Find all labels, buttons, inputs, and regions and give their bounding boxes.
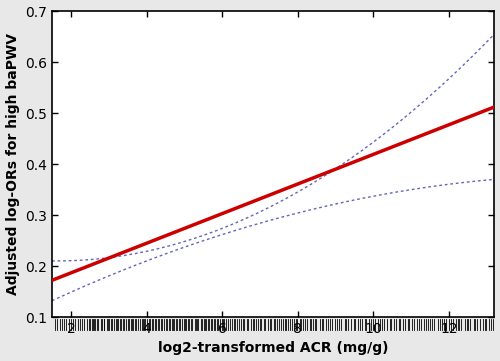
- X-axis label: log2-transformed ACR (mg/g): log2-transformed ACR (mg/g): [158, 342, 388, 356]
- Y-axis label: Adjusted log-ORs for high baPWV: Adjusted log-ORs for high baPWV: [6, 33, 20, 295]
